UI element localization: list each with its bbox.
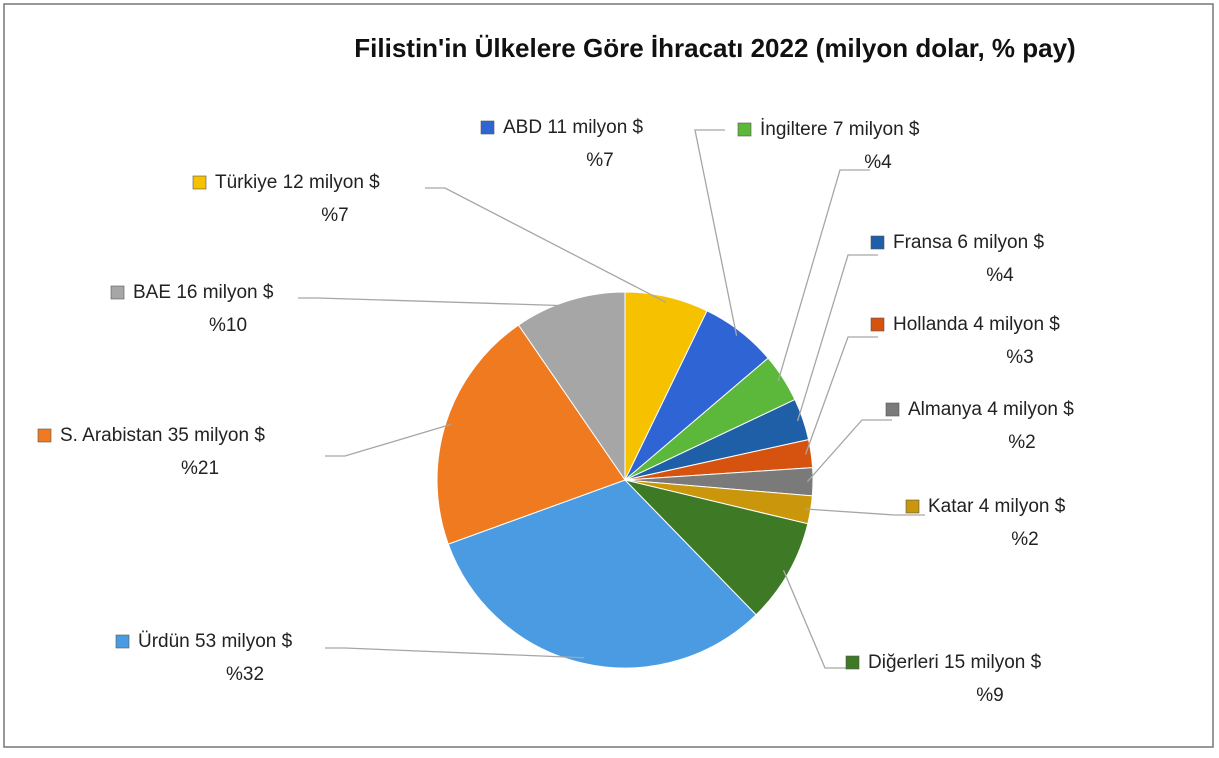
data-label: Fransa 6 milyon $ <box>893 232 1044 253</box>
data-label: Katar 4 milyon $ <box>928 496 1066 517</box>
leader-line <box>804 336 878 455</box>
leader-line <box>796 254 878 422</box>
value-label: 53 milyon $ <box>195 631 293 652</box>
value-label: 4 milyon $ <box>979 496 1066 517</box>
value-label: 15 milyon $ <box>944 652 1042 673</box>
legend-key <box>110 285 125 300</box>
leader-line <box>298 297 571 307</box>
value-label: 4 milyon $ <box>973 314 1060 335</box>
value-label: 16 milyon $ <box>176 282 274 303</box>
legend-key <box>870 317 885 332</box>
legend-key <box>870 235 885 250</box>
legend-key <box>115 634 130 649</box>
data-label: Almanya 4 milyon $ <box>908 399 1074 420</box>
data-label: BAE 16 milyon $ <box>133 282 274 303</box>
percent-label: %4 <box>986 265 1014 286</box>
leader-line <box>777 169 870 382</box>
leader-line <box>325 423 452 457</box>
category-label: Katar <box>928 496 974 517</box>
legend-key <box>37 428 52 443</box>
category-label: S. Arabistan <box>60 425 162 446</box>
category-label: Ürdün <box>138 631 190 652</box>
value-label: 11 milyon $ <box>547 117 643 138</box>
category-label: ABD <box>503 117 542 138</box>
pie-slice <box>517 291 626 482</box>
legend-key <box>737 122 752 137</box>
percent-label: %7 <box>321 205 348 226</box>
leader-line <box>325 647 585 659</box>
category-label: BAE <box>133 282 171 303</box>
percent-label: %32 <box>226 664 264 685</box>
value-label: 6 milyon $ <box>957 232 1044 253</box>
pie-slice <box>447 479 757 669</box>
category-label: İngiltere <box>760 119 828 140</box>
percent-label: %4 <box>864 152 892 173</box>
percent-label: %21 <box>181 458 219 479</box>
percent-label: %3 <box>1006 347 1033 368</box>
percent-label: %10 <box>209 315 247 336</box>
leader-line <box>425 187 667 303</box>
legend-key <box>845 655 860 670</box>
pie-slice <box>436 324 626 545</box>
value-label: 7 milyon $ <box>833 119 920 140</box>
category-label: Türkiye <box>215 172 277 193</box>
legend-key <box>192 175 207 190</box>
data-label: Türkiye 12 milyon $ <box>215 172 380 193</box>
category-label: Hollanda <box>893 314 968 335</box>
data-label: Hollanda 4 milyon $ <box>893 314 1060 335</box>
pie-slice <box>623 479 809 616</box>
percent-label: %9 <box>976 685 1003 706</box>
data-label: İngiltere 7 milyon $ <box>760 119 920 140</box>
legend-key <box>480 120 495 135</box>
category-label: Diğerleri <box>868 652 939 673</box>
percent-label: %2 <box>1011 529 1038 550</box>
data-label: Ürdün 53 milyon $ <box>138 631 293 652</box>
leader-line <box>806 419 892 483</box>
leader-line <box>782 569 855 669</box>
category-label: Almanya <box>908 399 982 420</box>
data-label: S. Arabistan 35 milyon $ <box>60 425 265 446</box>
legend-key <box>905 499 920 514</box>
leader-line <box>694 129 738 336</box>
percent-label: %7 <box>586 150 613 171</box>
percent-label: %2 <box>1008 432 1035 453</box>
data-label: ABD 11 milyon $ <box>503 117 644 138</box>
leader-line <box>804 508 925 516</box>
chart-title: Filistin'in Ülkelere Göre İhracatı 2022 … <box>354 33 1075 63</box>
value-label: 35 milyon $ <box>168 425 266 446</box>
value-label: 4 milyon $ <box>987 399 1074 420</box>
legend-key <box>885 402 900 417</box>
category-label: Fransa <box>893 232 953 253</box>
value-label: 12 milyon $ <box>283 172 381 193</box>
data-label: Diğerleri 15 milyon $ <box>868 652 1042 673</box>
